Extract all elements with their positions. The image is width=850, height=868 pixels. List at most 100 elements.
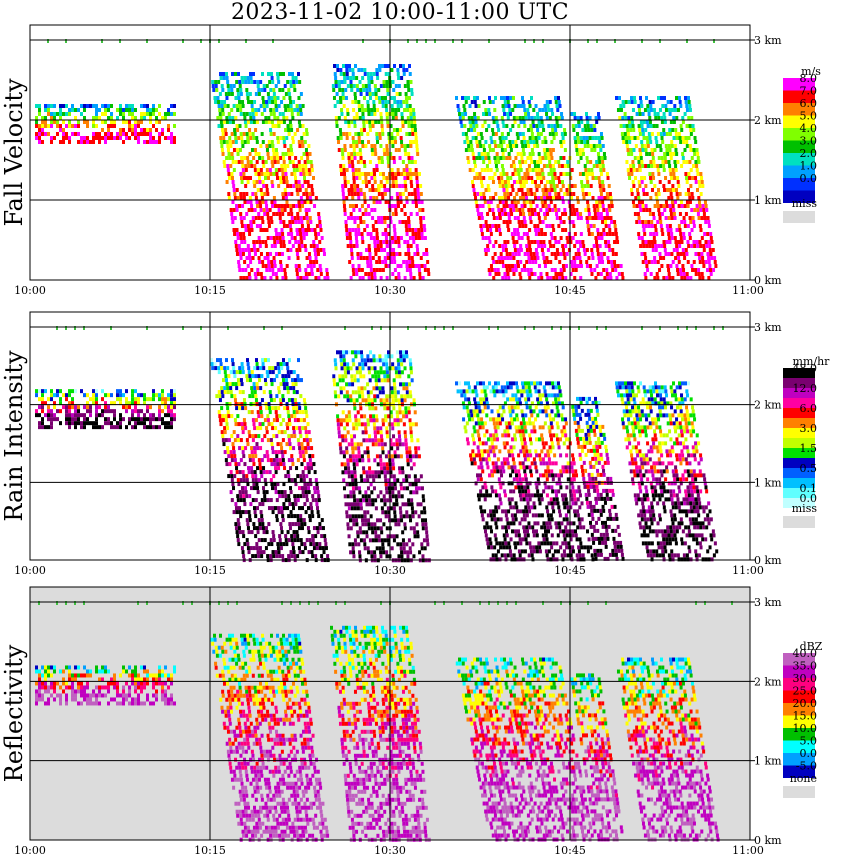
colorbar-swatch bbox=[783, 678, 815, 691]
x-tick-label: 10:00 bbox=[14, 284, 46, 297]
colorbar-swatch bbox=[783, 103, 815, 116]
radar-echo bbox=[35, 625, 720, 842]
colorbar-label: 40.0 bbox=[793, 647, 818, 660]
colorbar-swatch bbox=[783, 703, 815, 716]
colorbar-swatch bbox=[783, 690, 815, 703]
y-tick-label: 2 km bbox=[754, 114, 782, 127]
colorbar-swatch bbox=[783, 408, 815, 418]
colorbar-swatch bbox=[783, 140, 815, 153]
colorbar-swatch bbox=[783, 78, 815, 91]
y-tick-label: 1 km bbox=[754, 194, 782, 207]
missing-swatch bbox=[783, 516, 815, 528]
colorbar-swatch bbox=[783, 378, 815, 388]
colorbar-swatch bbox=[783, 728, 815, 741]
colorbar-label: 15.0 bbox=[793, 710, 818, 723]
x-tick-label: 10:15 bbox=[194, 844, 226, 857]
colorbar-swatch bbox=[783, 428, 815, 438]
panel-ylabel: Fall Velocity bbox=[0, 78, 28, 227]
x-tick-label: 10:30 bbox=[374, 284, 406, 297]
colorbar-label: 5.0 bbox=[800, 110, 818, 123]
colorbar-title: mm/hr bbox=[793, 355, 831, 368]
colorbar-swatch bbox=[783, 753, 815, 766]
colorbar-label: 10.0 bbox=[793, 722, 818, 735]
x-tick-label: 10:00 bbox=[14, 844, 46, 857]
colorbar-swatch bbox=[783, 388, 815, 398]
missing-label: miss bbox=[792, 197, 818, 210]
radar-echo bbox=[35, 64, 718, 280]
radar-echo bbox=[35, 350, 719, 563]
x-tick-label: 10:30 bbox=[374, 564, 406, 577]
colorbar-label: 6.0 bbox=[800, 402, 818, 415]
y-tick-label: 3 km bbox=[754, 34, 782, 47]
colorbar-swatch bbox=[783, 478, 815, 488]
y-tick-label: 0 km bbox=[754, 554, 782, 567]
y-tick-label: 2 km bbox=[754, 675, 782, 688]
y-tick-label: 3 km bbox=[754, 321, 782, 334]
y-tick-label: 3 km bbox=[754, 596, 782, 609]
colorbar-swatch bbox=[783, 468, 815, 478]
missing-swatch bbox=[783, 211, 815, 223]
colorbar-label: 3.0 bbox=[800, 135, 818, 148]
x-tick-label: 11:00 bbox=[732, 844, 764, 857]
colorbar-swatch bbox=[783, 458, 815, 468]
colorbar-label: 1.0 bbox=[800, 160, 818, 173]
y-tick-label: 2 km bbox=[754, 399, 782, 412]
colorbar-label: 48.0 bbox=[793, 362, 818, 375]
colorbar-label: 4.0 bbox=[800, 122, 818, 135]
colorbar-label: 20.0 bbox=[793, 697, 818, 710]
colorbar-title: m/s bbox=[801, 65, 821, 78]
colorbar-label: 6.0 bbox=[800, 97, 818, 110]
colorbar-swatch bbox=[783, 115, 815, 128]
x-tick-label: 10:15 bbox=[194, 284, 226, 297]
missing-swatch bbox=[783, 786, 815, 798]
top-markers bbox=[56, 326, 724, 330]
colorbar-swatch bbox=[783, 418, 815, 428]
colorbar-label: 0.0 bbox=[800, 747, 818, 760]
colorbar-swatch bbox=[783, 368, 815, 378]
colorbar-label: 2.0 bbox=[800, 147, 818, 160]
x-tick-label: 10:15 bbox=[194, 564, 226, 577]
colorbar-swatch bbox=[783, 128, 815, 141]
colorbar-label: 0.5 bbox=[800, 462, 818, 475]
colorbar-label: 7.0 bbox=[800, 85, 818, 98]
colorbar-label: 8.0 bbox=[800, 72, 818, 85]
colorbar-label: 25.0 bbox=[793, 685, 818, 698]
colorbar-swatch bbox=[783, 398, 815, 408]
colorbar-swatch bbox=[783, 165, 815, 178]
fall-velocity-panel: 0 km 1 km 2 km 3 km 10:00 10:15 10:30 10:45 11:0… bbox=[0, 24, 821, 297]
panel-ylabel: Reflectivity bbox=[0, 644, 28, 782]
y-tick-label: 0 km bbox=[754, 834, 782, 847]
colorbar-swatch bbox=[783, 153, 815, 166]
reflectivity-panel: 0 km 1 km 2 km 3 km 10:00 10:15 10:30 10:45 11:0… bbox=[0, 586, 823, 857]
colorbar-label: -5.0 bbox=[796, 760, 817, 773]
y-tick-label: 1 km bbox=[754, 476, 782, 489]
colorbar-swatch bbox=[783, 488, 815, 498]
colorbar-label: 0.0 bbox=[800, 172, 818, 185]
colorbar-swatch bbox=[783, 90, 815, 103]
colorbar-label: 35.0 bbox=[793, 660, 818, 673]
colorbar-swatch bbox=[783, 190, 815, 203]
x-tick-label: 10:00 bbox=[14, 564, 46, 577]
colorbar-swatch bbox=[783, 715, 815, 728]
panel-ylabel: Rain Intensity bbox=[0, 350, 28, 522]
x-tick-label: 11:00 bbox=[732, 284, 764, 297]
colorbar-swatch bbox=[783, 665, 815, 678]
colorbar-swatch bbox=[783, 765, 815, 778]
colorbar-swatch bbox=[783, 448, 815, 458]
y-tick-label: 1 km bbox=[754, 755, 782, 768]
x-tick-label: 10:45 bbox=[554, 844, 586, 857]
colorbar-swatch bbox=[783, 178, 815, 191]
x-tick-label: 11:00 bbox=[732, 564, 764, 577]
colorbar-label: 1.5 bbox=[800, 442, 818, 455]
colorbar-label: 12.0 bbox=[793, 382, 818, 395]
y-tick-label: 0 km bbox=[754, 274, 782, 287]
colorbar-label: 5.0 bbox=[800, 735, 818, 748]
x-tick-label: 10:45 bbox=[554, 564, 586, 577]
colorbar-label: 0.0 bbox=[800, 492, 818, 505]
colorbar-swatch bbox=[783, 653, 815, 666]
colorbar-label: 3.0 bbox=[800, 422, 818, 435]
missing-label: none bbox=[790, 772, 817, 785]
x-tick-label: 10:30 bbox=[374, 844, 406, 857]
x-tick-label: 10:45 bbox=[554, 284, 586, 297]
missing-label: miss bbox=[792, 502, 818, 515]
